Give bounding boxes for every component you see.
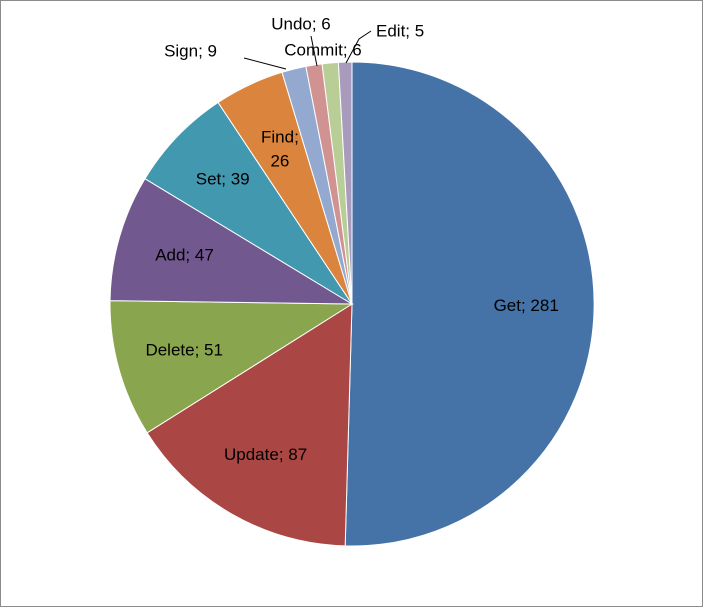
data-label-get: Get; 281 xyxy=(494,296,559,315)
data-label-sign: Sign; 9 xyxy=(164,41,217,60)
pie-slice-set xyxy=(144,101,353,305)
leader-line-undo xyxy=(310,35,318,67)
data-label-undo: Undo; 6 xyxy=(271,14,331,33)
pie-slice-add xyxy=(109,178,354,305)
data-label-update: Update; 87 xyxy=(224,445,307,464)
pie-slice-edit xyxy=(337,61,353,305)
pie-slice-delete xyxy=(109,300,354,434)
data-label-add: Add; 47 xyxy=(155,245,214,264)
data-label-find: Find; 26 xyxy=(261,128,299,171)
data-label-edit: Edit; 5 xyxy=(376,21,424,40)
pie-slice-get xyxy=(344,61,595,547)
pie-slice-update xyxy=(146,303,353,547)
leader-line-sign xyxy=(243,57,287,70)
leader-line-edit xyxy=(345,30,372,64)
data-label-commit: Commit; 6 xyxy=(284,40,361,59)
data-label-delete: Delete; 51 xyxy=(145,341,223,360)
data-label-set: Set; 39 xyxy=(196,170,250,189)
